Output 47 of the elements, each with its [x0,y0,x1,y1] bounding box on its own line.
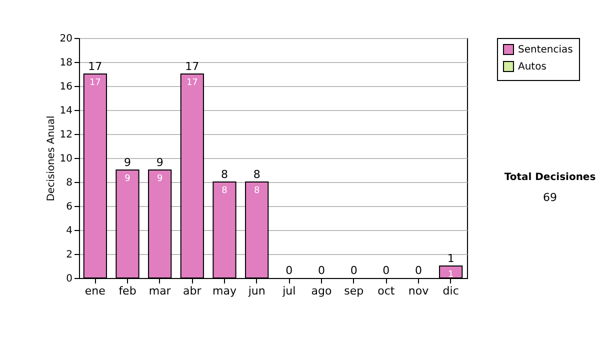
data-label: 1 [448,270,454,280]
legend-label: Autos [518,62,546,72]
total-label: 9 [124,156,131,169]
data-label: 9 [156,174,163,184]
y-tick-label: 18 [60,58,72,68]
y-tick-label: 2 [66,250,72,260]
total-label: 0 [318,264,325,277]
x-tick-label: may [212,284,237,298]
y-tick-label: 6 [66,202,72,212]
x-tick-label: ago [311,284,332,298]
y-tick-label: 20 [60,34,72,44]
text: 69 [542,191,558,204]
legend-label: Sentencias [518,44,573,56]
total-label: 8 [221,168,228,181]
x-tick-label: jul [282,284,296,298]
y-tick-label: 14 [60,106,72,116]
total-label: 1 [447,252,454,265]
total-label: 0 [350,264,358,277]
y-tick-label: 12 [60,130,72,140]
data-label: 9 [124,174,131,184]
x-tick-label: jun [247,284,266,298]
x-tick-label: feb [118,284,136,298]
x-tick-label: sep [344,284,364,298]
x-tick-label: oct [378,284,396,298]
x-tick-label: abr [183,284,202,298]
x-tick-label: ene [84,284,106,298]
total-label: 0 [382,264,390,277]
total-label: 0 [415,264,422,277]
x-tick-label: nov [408,284,430,298]
y-tick-label: 16 [60,82,72,92]
total-label: 8 [253,168,260,181]
total-label: 9 [156,156,164,169]
y-tick-label: 10 [60,154,72,164]
text: Total Decisiones [503,172,597,183]
y-tick-label: 4 [66,226,72,236]
total-label: 17 [88,60,102,73]
data-label: 17 [186,78,198,88]
x-tick-label: dic [442,284,459,298]
y-tick-label: 8 [66,178,72,188]
data-label: 8 [222,186,228,196]
y-tick-label: 0 [66,274,72,284]
y-axis-title: Decisiones Anual [46,116,57,202]
data-label: 8 [254,186,260,196]
x-tick-label: mar [148,284,172,298]
data-label: 17 [89,78,101,88]
total-label: 17 [185,60,200,73]
total-label: 0 [286,264,293,277]
